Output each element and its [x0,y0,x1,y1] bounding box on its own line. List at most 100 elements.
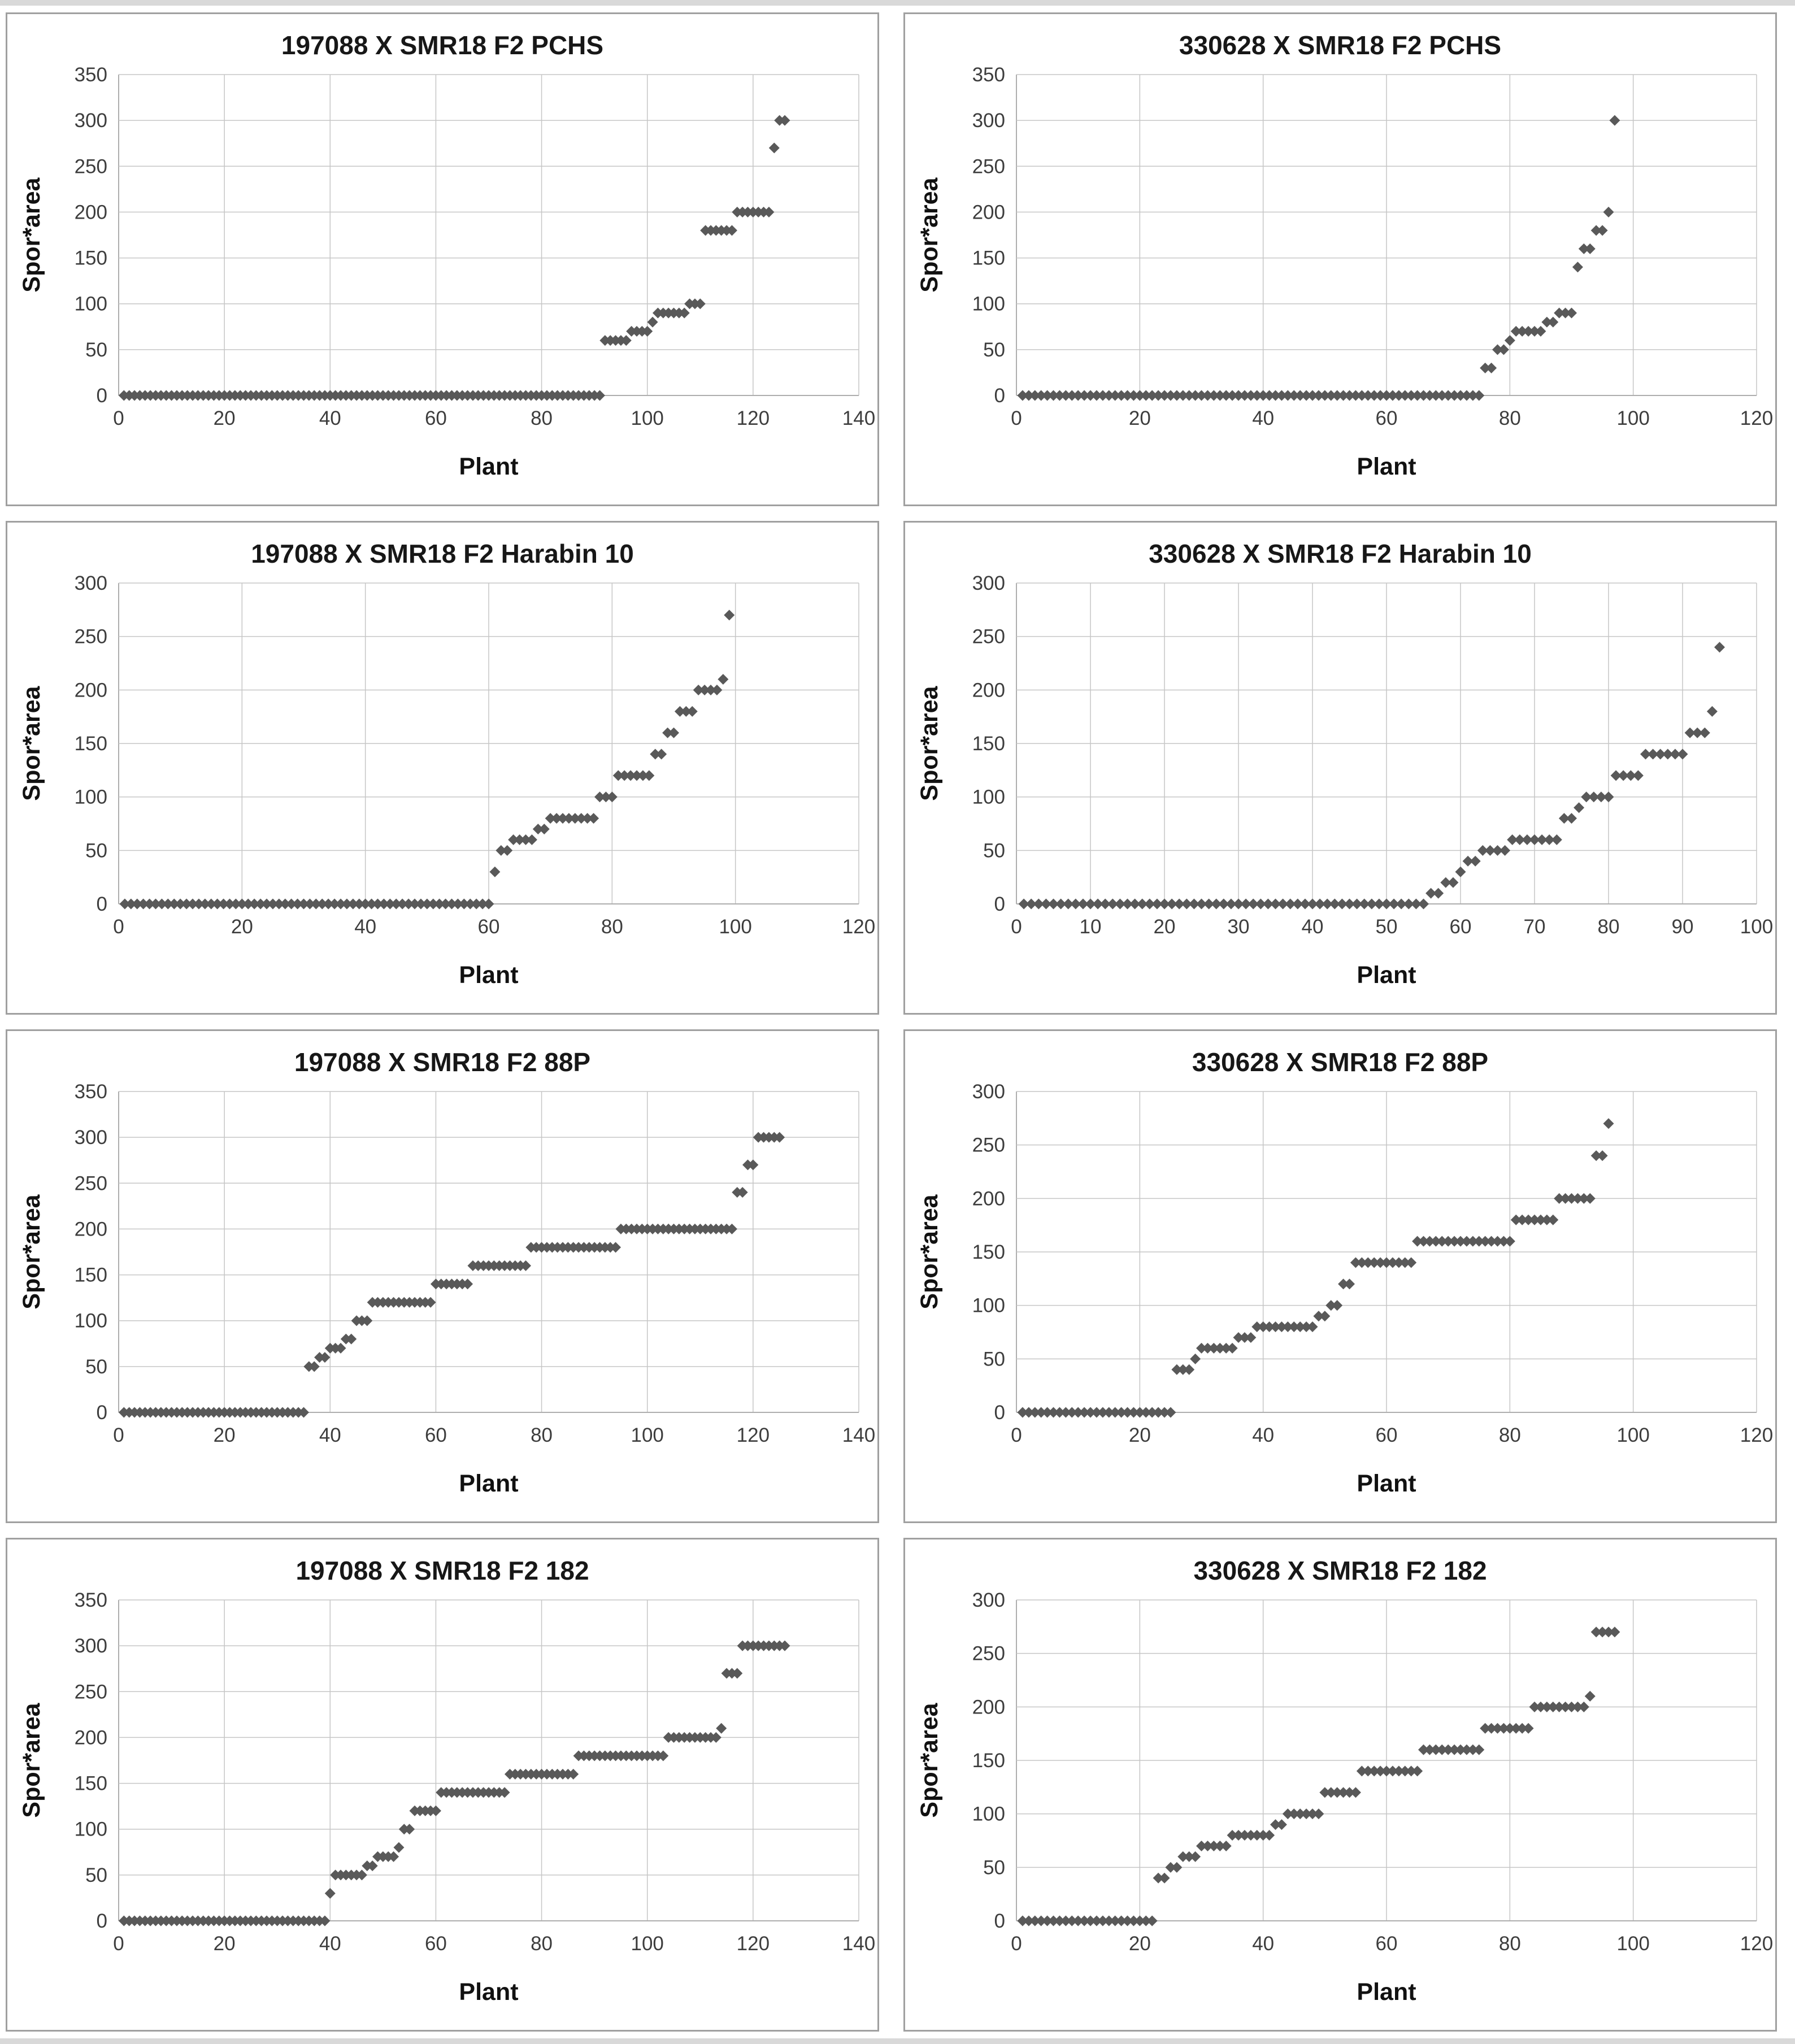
data-points [1017,1626,1620,1926]
y-axis-tick-label: 300 [972,1081,1005,1103]
data-point [1498,1236,1509,1247]
data-point [236,898,247,910]
data-point [1301,1321,1312,1332]
data-point [1366,898,1377,910]
data-point [1393,390,1405,401]
data-point [1128,1915,1139,1926]
data-point [594,791,605,802]
x-axis-tick-label: 80 [531,1933,553,1955]
chart-panel-330628-pchs: 330628 X SMR18 F2 PCHS 0 20 40 60 80 100 120 0 5… [903,12,1777,506]
x-axis-tick-label: 140 [842,1424,875,1446]
data-point [526,834,537,845]
data-points [118,1132,785,1418]
x-axis-tick-label: 20 [1129,1933,1151,1955]
data-point [261,898,272,910]
y-axis-tick-label: 250 [75,1681,107,1703]
x-axis-tick-label: 50 [1376,916,1398,938]
y-axis-label: Spor*area [18,177,45,292]
data-point [1018,898,1029,910]
tick-labels: 0 20 40 60 80 100 120 0 50 100 150 200 250 300 [972,1589,1772,1955]
data-point [1063,898,1074,910]
grid-lines [1016,1599,1757,1921]
data-point [1110,1407,1121,1418]
data-point [1375,1765,1386,1777]
x-axis-tick-label: 120 [842,916,875,938]
data-point [1171,1364,1183,1375]
data-point [319,1351,331,1363]
data-point [1603,206,1614,218]
data-point [1535,1214,1546,1225]
data-point [1440,877,1451,888]
x-axis-tick-label: 100 [631,1424,664,1446]
x-axis-label: Plant [459,1978,518,2006]
data-point [1085,1915,1096,1926]
data-point [1171,1862,1183,1873]
y-axis-tick-label: 300 [75,1635,107,1657]
data-point [650,749,661,760]
data-point [1477,845,1488,856]
x-axis-label: Plant [1357,453,1416,480]
data-point [1307,1321,1318,1332]
data-point [1299,898,1311,910]
data-point [1387,1765,1398,1777]
tick-labels: 0 20 40 60 80 100 120 140 0 50 100 150 200 250 300 350 [75,1081,875,1446]
data-point [1165,1407,1176,1418]
y-axis-tick-label: 50 [85,1864,107,1886]
data-points [118,115,790,401]
data-point [1418,1744,1429,1755]
x-axis-label: Plant [1357,962,1416,989]
data-point [329,898,340,910]
data-point [335,898,346,910]
y-axis-tick-label: 200 [972,201,1005,223]
y-axis-tick-label: 250 [75,1172,107,1194]
data-point [718,673,729,685]
data-point [1129,898,1141,910]
chart-title: 197088 X SMR18 F2 Harabin 10 [251,539,634,568]
x-axis-label: Plant [459,453,518,480]
x-axis-tick-label: 120 [737,407,770,429]
data-point [1072,1407,1084,1418]
data-point [1282,1808,1293,1819]
data-point [489,866,501,877]
data-point [1507,834,1518,845]
data-point [1344,390,1355,401]
data-point [1504,1236,1515,1247]
data-point [1190,1353,1201,1364]
data-point [1153,1407,1164,1418]
data-point [1529,1214,1540,1225]
data-point [668,727,679,738]
data-point [1060,1915,1071,1926]
grid-lines [1016,73,1757,396]
data-point [462,1278,473,1289]
data-point [304,898,315,910]
y-axis-tick-label: 300 [75,110,107,132]
data-point [1484,845,1496,856]
data-point [1535,325,1546,337]
data-point [362,1315,373,1326]
y-axis-tick-label: 300 [75,1127,107,1149]
data-point [1220,390,1232,401]
x-axis-tick-label: 120 [737,1424,770,1446]
data-point [1214,390,1225,401]
data-point [1070,898,1081,910]
data-point [1103,1407,1115,1418]
data-point [1554,307,1565,319]
data-point [1270,1321,1281,1332]
data-point [273,898,285,910]
data-point [1227,390,1238,401]
data-point [610,1241,621,1253]
y-axis-label: Spor*area [18,1702,45,1817]
data-points [119,609,735,910]
data-point [1319,1786,1331,1798]
data-point [1040,898,1051,910]
data-point [367,1860,378,1871]
data-point [1554,1193,1565,1204]
x-axis-tick-label: 120 [1740,407,1772,429]
y-axis-tick-label: 250 [75,155,107,177]
data-point [1091,1915,1102,1926]
data-point [1351,898,1363,910]
data-point [286,898,297,910]
data-point [1023,1915,1035,1926]
y-axis-tick-label: 200 [972,1188,1005,1210]
x-axis-tick-label: 90 [1672,916,1694,938]
